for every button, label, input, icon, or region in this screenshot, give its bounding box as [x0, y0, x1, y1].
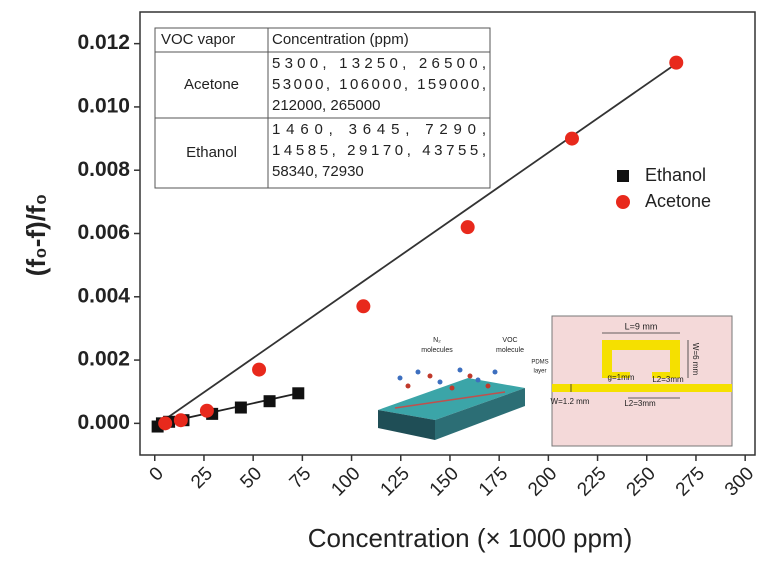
inset-label: W=1.2 mm	[551, 397, 590, 406]
table-row-name: Ethanol	[186, 144, 237, 161]
y-tick-label: 0.002	[77, 348, 130, 371]
inset-label: W=6 mm	[691, 343, 700, 376]
y-tick-label: 0.000	[77, 411, 130, 434]
table-cell: 5300, 13250, 26500,	[272, 55, 486, 72]
inset-label: g=1mm	[608, 373, 635, 382]
table-row-name: Acetone	[184, 76, 239, 93]
pdms-top	[378, 378, 525, 420]
strip	[394, 391, 506, 409]
resonator-bg	[551, 315, 733, 447]
marker	[173, 413, 188, 428]
marker	[564, 131, 579, 146]
marker	[292, 387, 305, 400]
marker	[199, 403, 214, 418]
legend-marker	[617, 170, 629, 182]
legend-label: Acetone	[645, 191, 711, 211]
marker	[460, 220, 475, 235]
marker	[158, 416, 173, 431]
table-cell: 1460, 3645, 7290,	[272, 121, 486, 138]
fit-line	[154, 58, 683, 428]
y-tick-label: 0.004	[77, 284, 130, 307]
pdms-front	[435, 388, 525, 440]
inset-label: N₂	[433, 337, 441, 344]
pdms-side	[378, 410, 435, 440]
y-tick-label: 0.010	[77, 94, 130, 117]
y-axis-label: (f₀-f)/f₀	[21, 194, 51, 277]
table-header: VOC vapor	[161, 31, 235, 48]
x-axis-label: Concentration (× 1000 ppm)	[308, 523, 632, 553]
marker	[263, 395, 276, 408]
dimension-lines	[570, 332, 689, 399]
marker	[234, 401, 247, 414]
inset-label: VOC	[502, 337, 517, 344]
table-header: Concentration (ppm)	[272, 31, 409, 48]
legend-label: Ethanol	[645, 165, 706, 185]
inset-label: molecules	[421, 347, 453, 354]
n2-molecules	[397, 367, 498, 385]
table-cell: 14585, 29170, 43755,	[272, 142, 486, 159]
inset-label: layer	[533, 369, 546, 375]
y-tick-label: 0.008	[77, 158, 130, 181]
inset-label: L2=3mm	[624, 399, 656, 408]
y-tick-label: 0.012	[77, 31, 130, 54]
table-cell: 53000, 106000, 159000,	[272, 76, 486, 93]
marker	[669, 55, 684, 70]
table-cell: 212000, 265000	[272, 97, 380, 114]
marker	[252, 362, 267, 377]
inset: N₂ molecules VOC molecule PDMS layer L=9 mm W=6…	[368, 315, 733, 447]
table-cell: 58340, 72930	[272, 163, 364, 180]
inset-label: L2=3mm	[652, 375, 684, 384]
y-tick-label: 0.006	[77, 221, 130, 244]
inset-label: molecule	[496, 347, 524, 354]
legend-marker	[616, 195, 630, 209]
marker	[356, 299, 371, 314]
inset-label: PDMS	[531, 360, 548, 366]
table-box	[154, 27, 491, 189]
resonator	[552, 340, 732, 392]
inset-label: L=9 mm	[625, 321, 658, 331]
voc-molecules	[405, 373, 491, 391]
